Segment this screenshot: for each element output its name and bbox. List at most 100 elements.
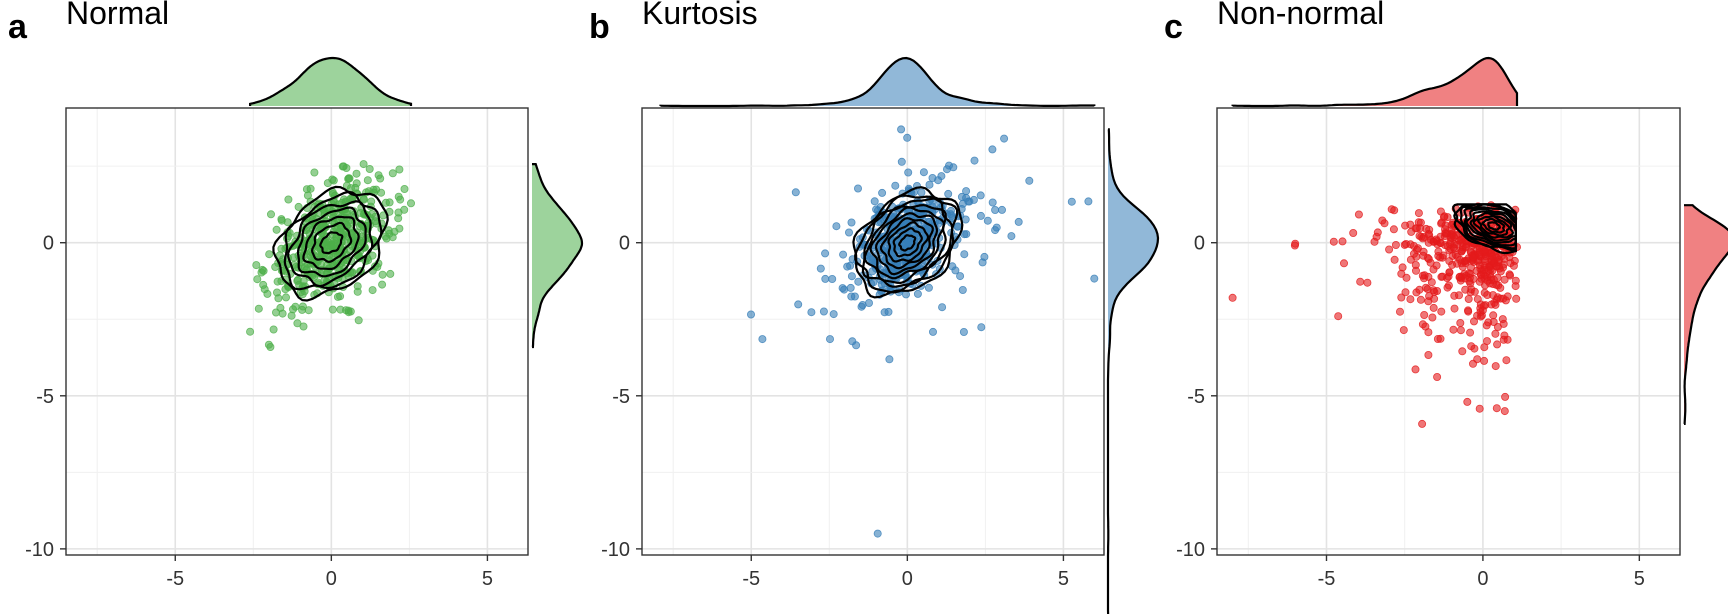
scatter-point <box>329 241 338 250</box>
scatter-point <box>1480 343 1489 352</box>
grid <box>642 108 1104 555</box>
scatter-point <box>758 335 767 344</box>
marginal-density-x <box>1231 56 1519 108</box>
scatter-point <box>854 184 863 193</box>
scatter-point <box>390 227 399 236</box>
density-contour <box>892 227 923 258</box>
scatter-point <box>943 165 952 174</box>
y-tick-label: -5 <box>1187 386 1205 408</box>
x-tick-label: 5 <box>1058 568 1069 590</box>
scatter-point <box>821 274 830 283</box>
scatter-point <box>266 210 275 219</box>
x-tick-label: 0 <box>1477 568 1488 590</box>
scatter-point <box>1491 329 1500 338</box>
scatter-point <box>1473 311 1482 320</box>
scatter-point <box>1000 134 1009 143</box>
scatter-point <box>1424 229 1433 238</box>
scatter-point <box>368 251 377 260</box>
scatter-point <box>254 304 263 313</box>
x-tick-label: -5 <box>166 568 184 590</box>
scatter-point <box>1461 243 1470 252</box>
scatter-point <box>962 187 971 196</box>
x-tick-label: -5 <box>1318 568 1336 590</box>
scatter-point <box>1506 271 1515 280</box>
scatter-point <box>271 308 280 317</box>
scatter-point <box>983 216 992 225</box>
scatter-point <box>938 303 947 312</box>
marginal-outline <box>249 56 413 106</box>
scatter-point <box>807 308 816 317</box>
scatter-point <box>294 202 303 211</box>
scatter-point <box>1401 288 1410 297</box>
scatter-point <box>1450 304 1459 313</box>
plot-background <box>66 108 528 555</box>
panel-letter: b <box>589 8 610 46</box>
density-contour <box>898 234 917 252</box>
scatter-point <box>919 168 928 177</box>
panel-title: Normal <box>66 0 169 31</box>
scatter-point <box>374 171 383 180</box>
scatter-point <box>289 253 298 262</box>
scatter-point <box>969 195 978 204</box>
y-axis: 0 -5 -10 <box>601 233 642 561</box>
scatter-point <box>998 205 1007 214</box>
scatter-point <box>1480 265 1489 274</box>
scatter-point <box>1505 253 1514 262</box>
density-contour <box>272 185 389 302</box>
scatter-point <box>1484 318 1493 327</box>
scatter-point <box>306 184 315 193</box>
scatter-point <box>1416 295 1425 304</box>
scatter-point <box>991 226 1000 235</box>
scatter-point <box>1466 328 1475 337</box>
y-tick-label: -10 <box>25 539 54 561</box>
density-contour <box>1477 215 1511 237</box>
scatter-point <box>1363 278 1372 287</box>
plot-background <box>642 108 1104 555</box>
panel-letter: c <box>1164 8 1183 46</box>
scatter-point <box>1329 237 1338 246</box>
scatter-point <box>310 168 319 177</box>
scatter-point <box>891 181 900 190</box>
density-contours <box>852 186 964 299</box>
scatter-point <box>956 272 965 281</box>
scatter-point <box>791 188 800 197</box>
scatter-point <box>816 264 825 273</box>
marginal-outline <box>1231 56 1519 108</box>
scatter-point <box>1391 240 1400 249</box>
scatter-point <box>1458 262 1467 271</box>
scatter-point <box>1453 252 1462 261</box>
scatter-point <box>1429 286 1438 295</box>
scatter-point <box>1425 292 1434 301</box>
density-contour <box>1481 217 1506 234</box>
scatter-point <box>1414 218 1423 227</box>
scatter-point <box>1437 307 1446 316</box>
density-contour <box>854 194 959 294</box>
scatter-point <box>960 250 969 259</box>
scatter-point <box>395 165 404 174</box>
scatter-point <box>1475 248 1484 257</box>
scatter-point <box>1436 207 1445 216</box>
scatter-point <box>1455 291 1464 300</box>
scatter-point <box>917 188 926 197</box>
scatter-point <box>870 197 879 206</box>
scatter-point <box>897 125 906 134</box>
marginal-density-y <box>531 163 584 349</box>
scatter-point <box>1443 213 1452 222</box>
x-tick-label: 5 <box>1634 568 1645 590</box>
scatter-points <box>1228 201 1522 428</box>
scatter-point <box>1439 251 1448 260</box>
scatter-point <box>947 206 956 215</box>
panel-letter: a <box>8 8 28 46</box>
y-axis: 0 -5 -10 <box>1176 233 1217 561</box>
panel-title: Kurtosis <box>642 0 758 31</box>
scatter-point <box>1501 392 1510 401</box>
panel-title: Non-normal <box>1217 0 1384 31</box>
scatter-point <box>1421 283 1430 292</box>
scatter-point <box>977 323 986 332</box>
y-tick-label: -5 <box>612 386 630 408</box>
scatter-point <box>400 184 409 193</box>
scatter-point <box>929 327 938 336</box>
scatter-point <box>260 285 269 294</box>
scatter-point <box>1340 259 1349 268</box>
scatter-point <box>378 280 387 289</box>
